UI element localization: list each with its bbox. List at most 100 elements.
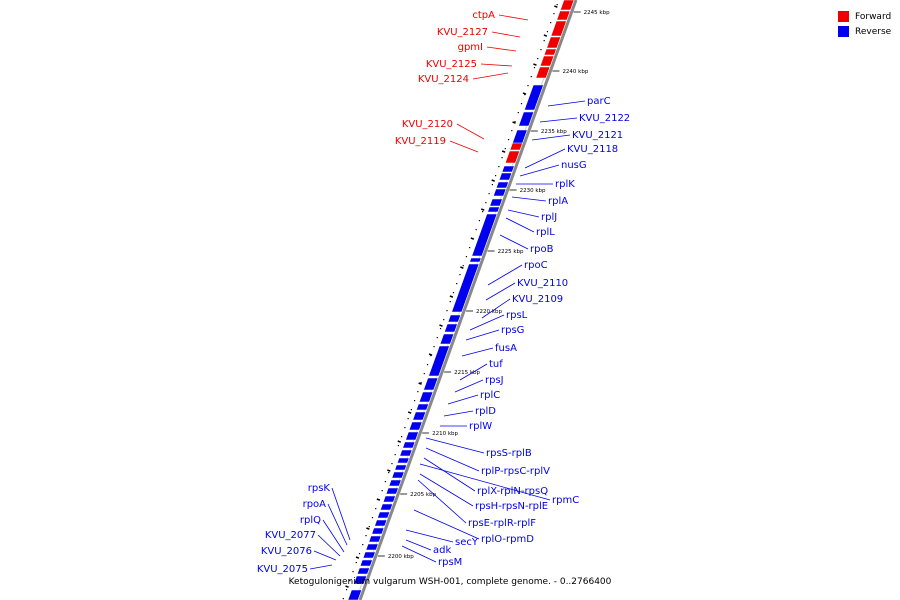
leader-line bbox=[331, 487, 351, 541]
leader-line bbox=[511, 196, 547, 202]
scale-tick bbox=[491, 179, 495, 182]
reverse-gene-block bbox=[377, 511, 391, 519]
track-dot bbox=[443, 319, 445, 321]
track-dot bbox=[375, 508, 377, 510]
track-dot bbox=[475, 229, 477, 231]
track-dot bbox=[430, 355, 432, 357]
leader-line bbox=[327, 503, 348, 546]
forward-gene-block bbox=[556, 10, 571, 21]
track-dot bbox=[491, 184, 493, 186]
leader-line bbox=[491, 31, 521, 38]
leader-line bbox=[531, 134, 571, 141]
track-dot bbox=[394, 454, 396, 456]
scale-tick bbox=[512, 121, 516, 124]
reverse-gene-label: nusG bbox=[561, 160, 587, 171]
leader-line bbox=[425, 437, 485, 454]
reverse-gene-label: rplX-rplN-rpsQ bbox=[477, 486, 548, 497]
reverse-gene-block bbox=[405, 431, 419, 441]
track-dot bbox=[358, 553, 361, 555]
scale-tick bbox=[397, 440, 402, 443]
forward-gene-block bbox=[550, 20, 567, 37]
track-dot bbox=[365, 535, 367, 537]
reverse-gene-label: rpsK bbox=[308, 483, 331, 494]
reverse-gene-block bbox=[374, 519, 388, 527]
leader-line bbox=[423, 457, 476, 492]
track-dot bbox=[507, 139, 510, 141]
track-dot bbox=[433, 346, 435, 348]
reverse-gene-label: rpmC bbox=[552, 495, 579, 506]
track-dot bbox=[404, 427, 406, 429]
reverse-gene-label: rplJ bbox=[541, 212, 557, 223]
track-dot bbox=[368, 526, 370, 528]
reverse-gene-block bbox=[498, 172, 513, 181]
scale-tick bbox=[418, 382, 422, 385]
reverse-gene-label: rplK bbox=[555, 179, 575, 190]
reverse-gene-label: KVU_2121 bbox=[572, 130, 623, 141]
reverse-gene-block bbox=[489, 198, 503, 207]
reverse-gene-block bbox=[380, 503, 393, 511]
track-dot bbox=[459, 274, 461, 276]
kbp-label: 2210 kbp bbox=[432, 431, 458, 437]
reverse-gene-block bbox=[518, 111, 535, 127]
reverse-gene-block bbox=[512, 129, 528, 144]
scale-ticks bbox=[345, 5, 558, 588]
leader-line bbox=[459, 363, 488, 381]
forward-gene-block bbox=[543, 48, 557, 56]
reverse-gene-block bbox=[469, 257, 482, 263]
track-dot bbox=[514, 121, 516, 123]
reverse-gene-block bbox=[391, 471, 405, 479]
track-dot bbox=[342, 598, 344, 600]
track-dot bbox=[543, 40, 545, 42]
leader-line bbox=[401, 545, 437, 563]
scale-tick bbox=[470, 237, 475, 240]
scale-tick bbox=[543, 34, 548, 37]
reverse-swatch bbox=[838, 26, 849, 37]
forward-gene-label: KVU_2119 bbox=[395, 136, 446, 147]
leader-line bbox=[425, 447, 480, 472]
leader-line bbox=[419, 473, 474, 507]
reverse-gene-block bbox=[471, 213, 498, 257]
reverse-gene-block bbox=[408, 421, 423, 431]
track-dot bbox=[462, 265, 464, 267]
kbp-label: 2200 kbp bbox=[388, 554, 414, 560]
scale-tick bbox=[522, 92, 527, 95]
gene-labels: ctpA KVU_2127 gpmI KVU_2125 KVU_2124 KVU_2120… bbox=[257, 10, 630, 575]
reverse-gene-block bbox=[423, 377, 439, 391]
gene-track bbox=[347, 0, 575, 600]
track-dot bbox=[485, 202, 487, 204]
scale-tick bbox=[501, 150, 506, 153]
forward-gene-block bbox=[535, 66, 551, 79]
backbone-line bbox=[358, 0, 578, 600]
reverse-gene-label: rpsM bbox=[438, 557, 462, 568]
reverse-gene-label: rpsG bbox=[501, 325, 524, 336]
scale-tick bbox=[366, 527, 370, 530]
track-dot bbox=[511, 130, 513, 132]
legend-item-forward: Forward bbox=[838, 9, 891, 24]
track-dot bbox=[553, 13, 555, 15]
leader-line bbox=[405, 529, 454, 543]
track-dot bbox=[391, 463, 393, 465]
scale-tick bbox=[480, 208, 485, 211]
track-dot bbox=[517, 112, 519, 114]
leader-line bbox=[413, 509, 480, 540]
track-dot bbox=[501, 157, 503, 159]
reverse-gene-label: rplO-rpmD bbox=[481, 534, 534, 545]
reverse-gene-block bbox=[418, 391, 434, 403]
kbp-label: 2230 kbp bbox=[520, 188, 546, 194]
reverse-gene-block bbox=[396, 457, 410, 464]
leader-line bbox=[317, 534, 341, 557]
reverse-gene-label: rpoA bbox=[303, 499, 327, 510]
reverse-gene-label: rpoB bbox=[530, 244, 554, 255]
reverse-gene-label: secY bbox=[455, 537, 479, 548]
scale-tick bbox=[533, 63, 537, 66]
leader-line bbox=[447, 394, 479, 405]
leader-line bbox=[405, 539, 432, 551]
scale-tick bbox=[345, 585, 349, 588]
reverse-gene-label: KVU_2075 bbox=[257, 564, 308, 575]
reverse-gene-block bbox=[493, 188, 507, 197]
track-dot bbox=[456, 283, 458, 285]
reverse-gene-label: rplC bbox=[480, 390, 500, 401]
leader-line bbox=[547, 100, 586, 107]
track-dot bbox=[537, 58, 539, 60]
reverse-gene-label: KVU_2122 bbox=[579, 113, 630, 124]
